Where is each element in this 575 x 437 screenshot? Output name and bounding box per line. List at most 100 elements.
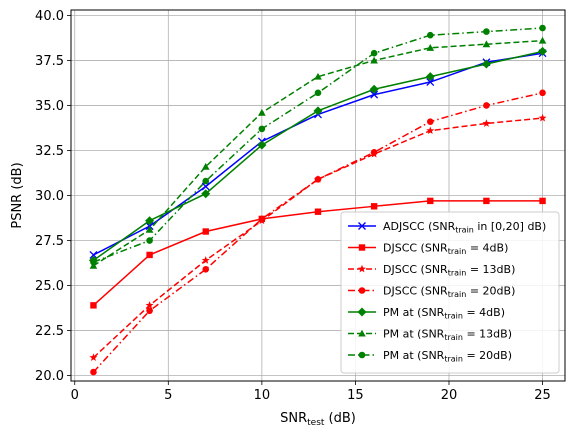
- data-point: [201, 162, 210, 170]
- legend-label: PM at (SNRtrain = 4dB): [383, 306, 505, 321]
- x-axis-label-sub: test: [307, 418, 325, 428]
- legend-marker: [357, 307, 367, 317]
- legend-label-sub: train: [444, 355, 463, 364]
- y-tick-label: 35.0: [35, 99, 64, 114]
- series-6: [90, 24, 546, 266]
- data-point: [427, 197, 434, 205]
- series-line: [92, 92, 543, 373]
- legend-label-sub: train: [444, 333, 463, 342]
- data-point: [425, 72, 435, 82]
- data-point: [314, 72, 322, 80]
- legend-label: PM at (SNRtrain = 20dB): [383, 349, 512, 364]
- data-point: [201, 256, 210, 264]
- data-point: [426, 78, 435, 86]
- data-point: [145, 216, 155, 226]
- legend-label-main: DJSCC (SNR: [383, 242, 448, 255]
- data-point: [202, 266, 210, 273]
- y-axis-label: PSNR (dB): [10, 162, 25, 228]
- y-tick-label: 27.5: [35, 234, 64, 249]
- data-point: [202, 228, 209, 235]
- legend-label-main: DJSCC (SNR: [383, 285, 448, 298]
- data-point: [145, 225, 154, 233]
- marker-stroke: [426, 78, 435, 86]
- legend-marker: [358, 287, 366, 294]
- y-tick-label: 40.0: [35, 9, 64, 24]
- legend-label-rest: = 4dB): [463, 306, 505, 319]
- legend-label-main: DJSCC (SNR: [383, 263, 448, 276]
- legend-label-main: PM at (SNR: [383, 328, 445, 341]
- x-axis-ticks: 0 5 10 15 20 25: [71, 381, 551, 403]
- legend-label-sub: train: [448, 290, 467, 299]
- series-3: [90, 89, 546, 376]
- legend-entry: DJSCC (SNRtrain = 20dB): [348, 285, 515, 299]
- x-tick-label: 10: [254, 388, 271, 403]
- data-point: [482, 40, 491, 48]
- series-line: [92, 117, 543, 359]
- data-point: [314, 89, 322, 97]
- x-axis-label-unit: (dB): [324, 411, 355, 426]
- legend-label-sub: train: [444, 312, 463, 321]
- data-point: [483, 102, 490, 109]
- marker-stroke: [370, 90, 379, 99]
- data-point: [426, 31, 434, 39]
- data-point: [89, 353, 98, 361]
- data-point: [538, 36, 547, 44]
- data-point: [426, 44, 435, 51]
- data-point: [483, 197, 490, 205]
- data-point: [370, 203, 378, 210]
- legend-label-sub: train: [448, 247, 467, 256]
- legend-label-sub: train: [455, 226, 474, 235]
- legend-label-rest: in [0,20] dB): [474, 220, 546, 233]
- y-tick-label: 32.5: [35, 144, 64, 159]
- legend-entry: PM at (SNRtrain = 13dB): [348, 328, 512, 343]
- legend-box: [340, 211, 560, 374]
- data-point: [314, 175, 322, 183]
- legend-marker: [358, 222, 366, 230]
- data-point: [201, 189, 211, 199]
- data-point: [370, 56, 378, 64]
- x-tick-label: 5: [164, 388, 172, 403]
- y-tick-label: 20.0: [35, 369, 64, 384]
- data-point: [481, 59, 491, 69]
- legend-marker: [358, 264, 366, 273]
- data-point: [90, 258, 97, 266]
- legend-label-main: PM at (SNR: [383, 306, 445, 319]
- marker-stroke: [89, 250, 98, 259]
- marker-stroke: [201, 182, 210, 191]
- legend-label-rest: = 20dB): [463, 349, 512, 362]
- x-tick-label: 20: [441, 388, 458, 403]
- data-point: [258, 108, 266, 116]
- legend-marker: [358, 244, 366, 251]
- series-layer: [88, 24, 548, 376]
- series-line: [93, 39, 543, 267]
- data-point: [146, 307, 153, 315]
- legend-label: ADJSCC (SNRtrain in [0,20] dB): [383, 220, 546, 235]
- data-point: [146, 237, 153, 244]
- y-tick-label: 37.5: [35, 54, 64, 69]
- marker-stroke: [358, 222, 366, 230]
- data-point: [258, 125, 266, 133]
- x-axis-label: SNRtest (dB): [280, 411, 356, 428]
- data-point: [482, 119, 491, 127]
- legend-label-rest: = 13dB): [466, 263, 515, 276]
- legend-label: PM at (SNRtrain = 13dB): [383, 328, 512, 343]
- legend-entry: PM at (SNRtrain = 20dB): [348, 349, 512, 364]
- legend-marker: [358, 351, 366, 359]
- legend-label-rest: = 13dB): [463, 328, 512, 341]
- data-point: [314, 208, 322, 215]
- legend-label-sub: train: [448, 269, 467, 278]
- data-point: [426, 126, 435, 135]
- legend-marker: [358, 329, 366, 337]
- data-point: [483, 28, 490, 35]
- legend-label: DJSCC (SNRtrain = 4dB): [383, 242, 508, 257]
- data-point: [538, 113, 547, 122]
- data-point: [370, 49, 378, 57]
- legend-entry: DJSCC (SNRtrain = 13dB): [348, 263, 515, 278]
- data-point: [257, 140, 267, 150]
- data-point: [313, 106, 323, 116]
- series-line: [93, 27, 543, 263]
- legend-label-rest: = 20dB): [466, 285, 515, 298]
- data-point: [201, 182, 210, 191]
- y-tick-label: 25.0: [35, 279, 64, 294]
- data-point: [90, 302, 97, 309]
